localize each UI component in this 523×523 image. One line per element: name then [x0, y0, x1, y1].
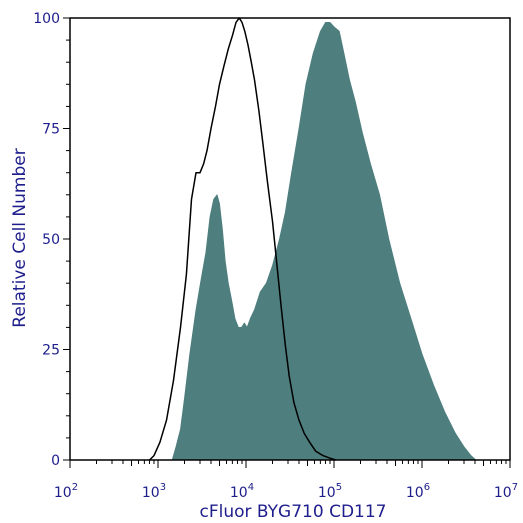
- plot-area: [148, 17, 477, 461]
- x-tick-label: 106: [406, 482, 430, 501]
- x-axis-label: cFluor BYG710 CD117: [200, 502, 387, 522]
- y-tick-label: 75: [42, 122, 60, 138]
- x-tick-labels: 102 103 104 105 106 107: [54, 482, 518, 501]
- y-tick-label: 0: [51, 453, 60, 469]
- tick-marks: [63, 17, 511, 468]
- y-tick-label: 50: [42, 232, 60, 248]
- y-axis-label: Relative Cell Number: [10, 148, 30, 327]
- series-outline-histogram: [148, 17, 337, 461]
- y-tick-label: 25: [42, 343, 60, 359]
- series-filled-histogram: [171, 22, 477, 461]
- x-tick-label: 104: [230, 482, 254, 501]
- x-tick-label: 102: [54, 482, 78, 501]
- x-tick-label: 105: [318, 482, 342, 501]
- x-tick-label: 107: [494, 482, 518, 501]
- y-tick-label: 100: [33, 11, 60, 27]
- x-tick-label: 103: [142, 482, 166, 501]
- y-tick-labels: 0 25 50 75 100: [33, 11, 60, 469]
